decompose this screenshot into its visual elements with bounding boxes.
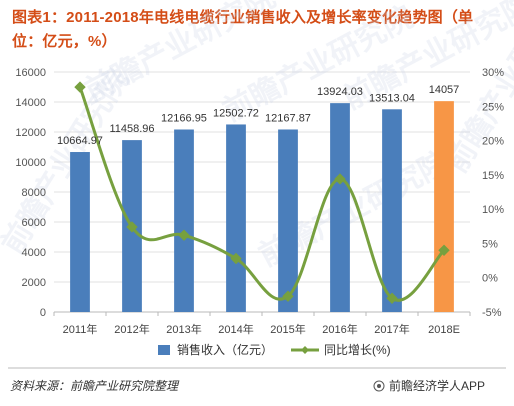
brand-logo: 前瞻经济学人APP bbox=[373, 378, 485, 393]
bar bbox=[434, 101, 454, 313]
x-axis-tick-label: 2016年 bbox=[322, 322, 357, 336]
growth-marker bbox=[126, 221, 138, 233]
left-axis-tick-label: 8000 bbox=[22, 187, 46, 199]
growth-marker bbox=[74, 81, 86, 93]
left-axis-tick-label: 6000 bbox=[22, 217, 46, 229]
legend-line-marker bbox=[301, 346, 309, 354]
x-axis-tick-label: 2013年 bbox=[166, 322, 201, 336]
bar bbox=[226, 124, 246, 312]
right-axis-tick-label: -5% bbox=[482, 307, 502, 319]
left-axis-tick-label: 14000 bbox=[15, 97, 46, 109]
right-axis-tick-label: 5% bbox=[482, 238, 498, 250]
x-axis-tick-label: 2014年 bbox=[218, 322, 253, 336]
source-text: 资料来源：前瞻产业研究院整理 bbox=[10, 379, 180, 393]
x-axis-tick-label: 2011年 bbox=[63, 322, 98, 336]
chart-title: 图表1：2011-2018年电线电缆行业销售收入及增长率变化趋势图（单位：亿元，… bbox=[12, 9, 474, 50]
footer: 资料来源：前瞻产业研究院整理 前瞻经济学人APP bbox=[8, 367, 506, 393]
left-axis-tick-label: 2000 bbox=[22, 277, 46, 289]
bar-data-label: 12167.87 bbox=[265, 112, 311, 124]
left-axis-tick-label: 4000 bbox=[22, 247, 46, 259]
growth-marker bbox=[230, 252, 242, 265]
brand-icon-center bbox=[377, 384, 381, 388]
growth-marker bbox=[282, 290, 294, 302]
right-axis-tick-label: 15% bbox=[482, 170, 504, 182]
brand-text: 前瞻经济学人APP bbox=[389, 378, 485, 393]
bar bbox=[278, 129, 298, 312]
bar bbox=[330, 103, 350, 312]
bar-data-label: 12166.95 bbox=[161, 112, 207, 124]
growth-marker bbox=[386, 292, 398, 304]
left-axis-tick-label: 16000 bbox=[15, 67, 46, 79]
bar-data-label: 13924.03 bbox=[317, 86, 363, 98]
x-axis-tick-label: 2012年 bbox=[114, 322, 149, 336]
legend-line-label: 同比增长(%) bbox=[324, 343, 391, 357]
right-axis-tick-label: 10% bbox=[482, 204, 504, 216]
left-axis-tick-label: 10000 bbox=[15, 157, 46, 169]
left-axis-tick-label: 0 bbox=[40, 307, 46, 319]
bar bbox=[70, 152, 90, 312]
right-axis-tick-label: 0% bbox=[482, 273, 498, 285]
legend-bar-swatch bbox=[158, 345, 170, 355]
legend: 销售收入（亿元） 同比增长(%) bbox=[158, 342, 391, 357]
bar bbox=[382, 109, 402, 312]
bar bbox=[174, 129, 194, 312]
bar-data-label: 12502.72 bbox=[213, 107, 259, 119]
axes: 0 2000 4000 6000 8000 10000 12000 14000 16000 -5%… bbox=[15, 67, 504, 336]
bar-data-label: 10664.97 bbox=[57, 135, 103, 147]
bar-data-label: 13513.04 bbox=[369, 92, 415, 104]
right-axis-tick-label: 30% bbox=[482, 67, 504, 79]
x-axis-tick-label: 2015年 bbox=[270, 322, 305, 336]
growth-marker bbox=[334, 173, 346, 185]
left-axis-tick-label: 12000 bbox=[15, 127, 46, 139]
growth-marker bbox=[438, 244, 450, 256]
right-axis-tick-label: 25% bbox=[482, 101, 504, 113]
bar-data-label: 11458.96 bbox=[109, 123, 154, 135]
bar-series bbox=[70, 101, 454, 313]
data-labels: 10664.97 11458.96 12166.95 12502.72 12167.87… bbox=[57, 84, 459, 147]
bar-data-label: 14057 bbox=[429, 84, 460, 96]
legend-bar-label: 销售收入（亿元） bbox=[177, 342, 273, 357]
x-axis-tick-label: 2018E bbox=[428, 324, 460, 336]
line-series bbox=[74, 81, 450, 304]
growth-marker bbox=[178, 229, 190, 241]
right-axis-tick-label: 20% bbox=[482, 136, 504, 148]
x-axis-tick-label: 2017年 bbox=[374, 322, 409, 336]
